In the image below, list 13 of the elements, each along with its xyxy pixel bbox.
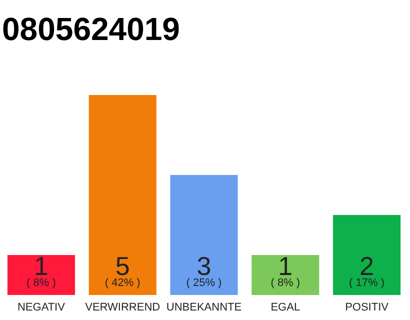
bar bbox=[88, 95, 156, 295]
x-tick-label: VERWIRREND bbox=[85, 302, 160, 314]
chart-title: 0805624019 bbox=[2, 11, 180, 47]
bar bbox=[7, 255, 75, 295]
x-tick-label: EGAL bbox=[270, 302, 300, 314]
bar bbox=[252, 255, 320, 295]
x-tick-label: POSITIV bbox=[345, 302, 390, 314]
bar bbox=[170, 175, 238, 295]
annotation: ( 17% ) bbox=[349, 277, 385, 289]
bar bbox=[333, 215, 401, 295]
x-tick-label: UNBEKANNTE bbox=[166, 302, 242, 314]
annotation: ( 8% ) bbox=[270, 277, 300, 289]
x-tick-label: NEGATIV bbox=[17, 302, 66, 314]
